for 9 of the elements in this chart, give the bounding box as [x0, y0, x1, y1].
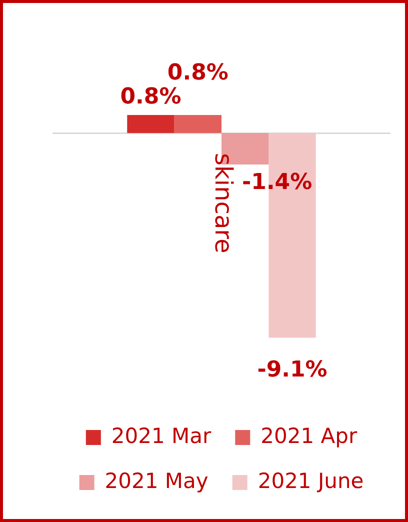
- data-label: 0.8%: [120, 84, 182, 110]
- data-label: -9.1%: [257, 357, 328, 382]
- legend-label: 2021 June: [258, 468, 364, 493]
- x-tick-label: skincare: [209, 153, 238, 254]
- data-label: -1.4%: [242, 170, 312, 196]
- legend-label: 2021 Mar: [111, 424, 212, 448]
- legend-label: 2021 May: [104, 468, 208, 493]
- legend-label: 2021 Apr: [260, 424, 358, 448]
- data-label: 0.8%: [167, 60, 228, 86]
